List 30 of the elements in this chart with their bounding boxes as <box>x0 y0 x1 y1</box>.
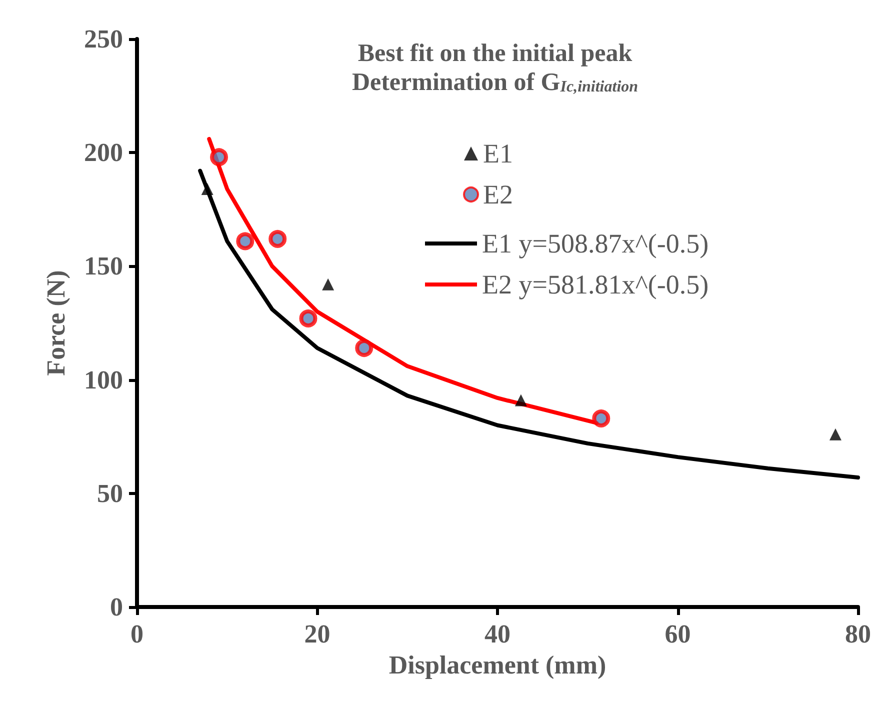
x-tick-label: 80 <box>845 620 871 648</box>
y-axis-title: Force (N) <box>42 270 70 376</box>
x-tick-label: 60 <box>664 620 691 648</box>
y-tick-label: 200 <box>84 138 123 168</box>
point <box>322 278 334 290</box>
chart-title: Best fit on the initial peak <box>358 40 632 67</box>
point <box>299 309 318 328</box>
y-tick-label: 250 <box>84 24 123 54</box>
line-series <box>198 168 860 480</box>
legend-label: E1 <box>483 138 513 168</box>
point <box>201 182 214 195</box>
y-tick-label: 100 <box>84 365 123 394</box>
point <box>514 394 527 406</box>
x-tick-label: 0 <box>130 620 144 648</box>
legend-label: E2 <box>483 180 513 210</box>
text: Determination of GIc,initiation <box>352 69 638 96</box>
x-tick-label: 40 <box>484 620 510 648</box>
point <box>829 428 842 440</box>
x-axis-title: Displacement (mm) <box>388 650 606 680</box>
legend-label: E1 y=508.87x^(-0.5) <box>482 228 709 258</box>
y-tick-label: 0 <box>110 592 123 622</box>
legend-label: E2 y=581.81x^(-0.5) <box>482 270 709 300</box>
point <box>210 148 228 166</box>
point <box>355 338 374 357</box>
point <box>268 230 287 248</box>
point <box>592 409 610 428</box>
x-tick-label: 20 <box>304 620 330 648</box>
point <box>236 232 254 250</box>
y-tick-label: 50 <box>97 478 123 508</box>
y-tick-label: 150 <box>84 252 123 281</box>
